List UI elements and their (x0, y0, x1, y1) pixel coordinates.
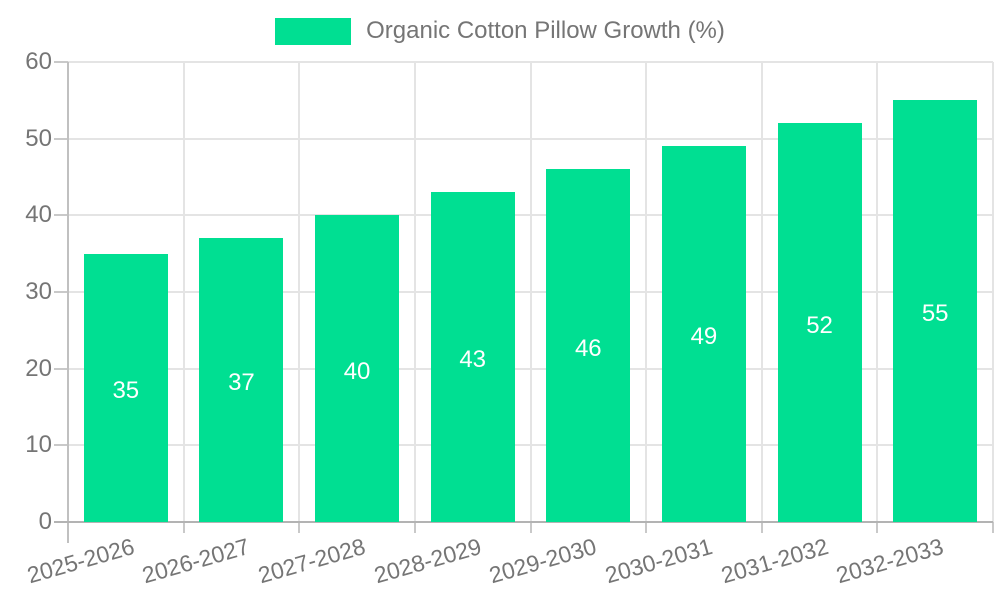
legend-swatch-icon (275, 17, 352, 45)
bar (546, 169, 631, 522)
x-axis-tick (529, 522, 532, 533)
bar (199, 238, 284, 522)
x-axis-label: 2025-2026 (24, 533, 137, 589)
y-axis-line (67, 62, 69, 543)
x-axis-label: 2031-2032 (717, 533, 831, 589)
x-axis-tick (182, 522, 185, 533)
x-axis-label: 2027-2028 (255, 533, 369, 589)
gridline-vertical (876, 62, 879, 522)
y-axis-label: 10 (25, 431, 52, 459)
y-axis-label: 50 (25, 124, 52, 152)
bar-value-label: 37 (228, 369, 255, 397)
gridline-vertical (992, 62, 994, 522)
bar-value-label: 35 (112, 376, 140, 404)
gridline-vertical (529, 62, 532, 522)
bar-value-label: 49 (690, 323, 718, 351)
legend-label: Organic Cotton Pillow Growth (%) (366, 17, 725, 44)
bar (661, 146, 746, 522)
y-axis-tick (54, 137, 68, 140)
gridline-vertical (182, 62, 185, 522)
x-axis-tick (298, 522, 301, 533)
y-axis-label: 0 (38, 508, 52, 535)
bar-value-label: 55 (921, 300, 949, 328)
x-axis-label: 2028-2029 (370, 533, 484, 589)
y-axis-label: 30 (25, 278, 52, 305)
x-axis-label: 2029-2030 (486, 533, 600, 589)
y-axis-tick (54, 291, 68, 293)
legend-item[interactable]: Organic Cotton Pillow Growth (%) (275, 17, 725, 45)
bar (777, 123, 862, 522)
y-axis-tick (54, 444, 68, 447)
x-axis-tick (876, 522, 879, 533)
gridline-vertical (298, 62, 301, 522)
bar (83, 253, 168, 522)
bar (430, 192, 515, 522)
y-axis-label: 40 (25, 201, 52, 229)
gridline-vertical (413, 62, 416, 522)
x-axis-line (54, 521, 993, 523)
y-axis-tick (54, 367, 68, 370)
x-axis-label: 2026-2027 (139, 533, 253, 589)
x-axis-label: 2030-2031 (602, 533, 716, 589)
y-axis-tick (54, 214, 68, 217)
y-axis-tick (54, 61, 68, 63)
x-axis-tick (413, 522, 416, 533)
y-axis-label: 20 (25, 354, 52, 382)
x-axis-label: 2032-2033 (833, 533, 947, 589)
bar-value-label: 46 (574, 334, 602, 362)
bar (315, 215, 400, 522)
bar (893, 100, 978, 522)
legend: Organic Cotton Pillow Growth (%) (0, 17, 1000, 45)
x-axis-tick (760, 522, 763, 533)
gridline-vertical (645, 62, 648, 522)
bar-value-label: 43 (459, 346, 487, 374)
bar-value-label: 40 (343, 357, 371, 385)
gridline-vertical (760, 62, 763, 522)
y-axis-label: 60 (25, 48, 52, 75)
bar-value-label: 52 (806, 311, 833, 339)
x-axis-tick (645, 522, 648, 533)
x-axis-tick (992, 522, 994, 533)
